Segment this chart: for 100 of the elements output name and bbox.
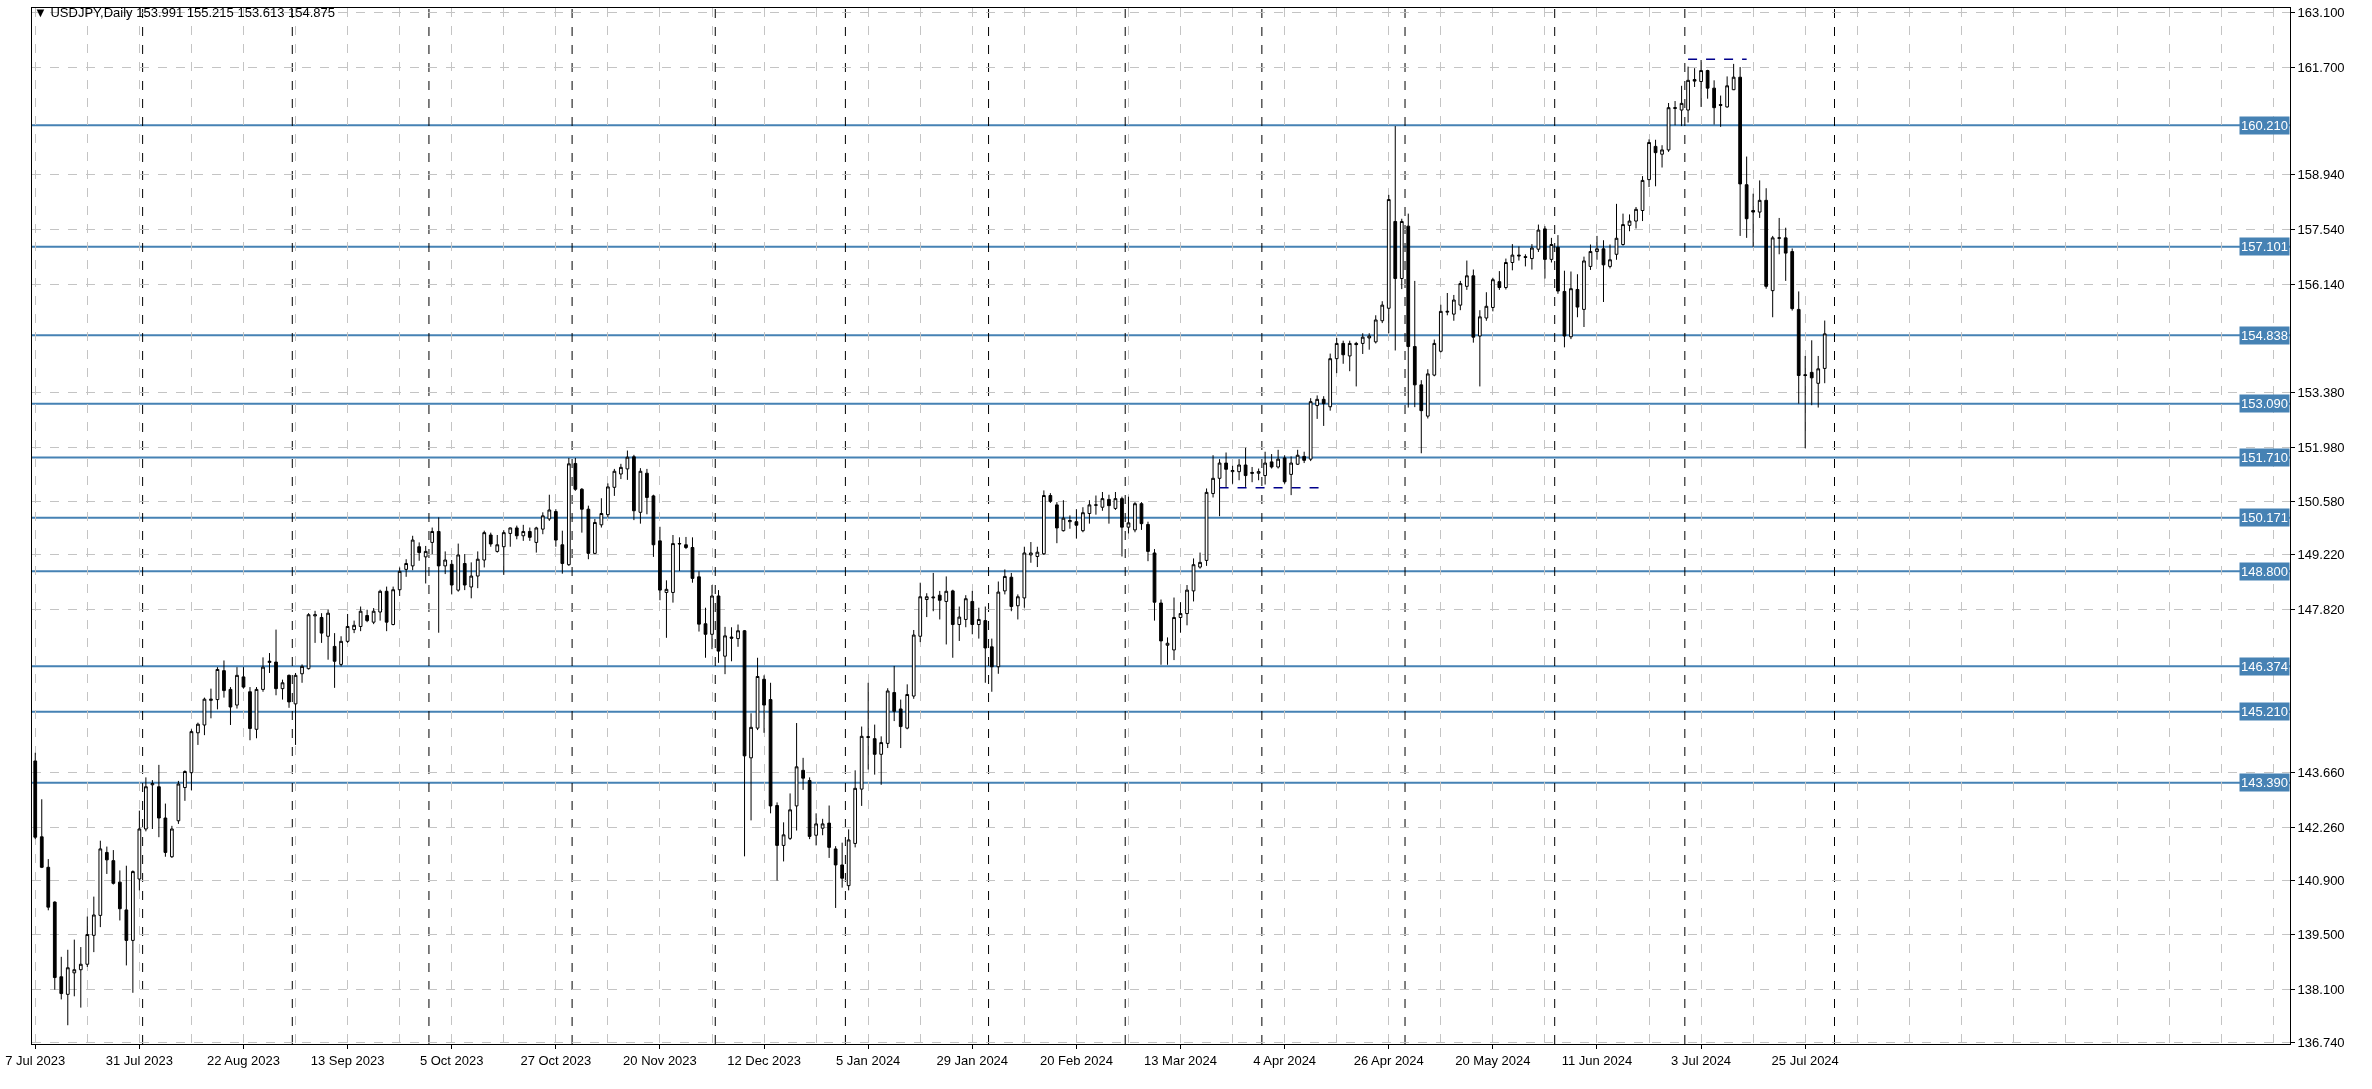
candlestick	[1536, 224, 1541, 253]
candlestick	[814, 812, 818, 846]
ref-line-label: 151.710	[2241, 450, 2288, 465]
y-tick-label: 151.980	[2297, 439, 2345, 455]
candlestick	[1777, 217, 1782, 255]
candlestick	[319, 612, 324, 644]
candlestick	[1015, 593, 1020, 620]
candlestick	[1725, 75, 1729, 109]
candlestick	[742, 629, 747, 857]
candlestick	[957, 606, 962, 642]
candlestick	[931, 572, 936, 612]
x-tick-label: 11 Jun 2024	[1561, 1052, 1633, 1068]
candlestick	[326, 609, 330, 661]
candlestick	[1380, 300, 1385, 324]
candlestick	[1224, 452, 1228, 488]
candlestick	[456, 543, 461, 593]
x-tick-label: 29 Jan 2024	[936, 1052, 1009, 1068]
candlestick	[98, 840, 103, 928]
y-tick-label: 147.820	[2297, 602, 2345, 618]
candlestick	[501, 529, 506, 576]
candlestick	[1256, 468, 1261, 481]
candlestick	[306, 612, 311, 670]
candlestick	[117, 869, 122, 921]
ref-line-label: 153.090	[2241, 396, 2288, 411]
candlestick	[202, 697, 207, 736]
candlestick	[196, 722, 200, 746]
candlestick	[755, 657, 760, 731]
candlestick	[1165, 636, 1170, 666]
candlestick	[1347, 340, 1352, 372]
candlestick	[1126, 496, 1131, 534]
candlestick	[534, 526, 539, 554]
candlestick	[1146, 521, 1150, 562]
candlestick	[475, 550, 480, 589]
candlestick	[124, 865, 129, 966]
candlestick	[775, 801, 779, 882]
candlestick	[1237, 458, 1241, 481]
candlestick	[1198, 552, 1202, 570]
ref-line-label: 160.210	[2241, 118, 2288, 133]
candlestick	[1068, 514, 1072, 530]
candlestick	[801, 757, 805, 791]
candlestick	[176, 780, 181, 825]
x-tick-label: 31 Jul 2023	[105, 1052, 173, 1068]
candlestick	[794, 722, 799, 832]
y-tick-label: 153.380	[2297, 384, 2345, 400]
candlestick	[358, 606, 363, 632]
candlestick	[332, 632, 337, 689]
x-tick-label: 27 Oct 2023	[520, 1052, 592, 1068]
candlestick	[104, 846, 109, 875]
candlestick	[1809, 339, 1814, 406]
candlestick	[1575, 273, 1580, 318]
candlestick	[1816, 355, 1821, 409]
candlestick	[170, 825, 174, 859]
candlestick	[892, 665, 897, 722]
candlestick	[1334, 337, 1339, 374]
candlestick	[1113, 491, 1118, 511]
candlestick	[918, 582, 923, 643]
candlestick	[833, 845, 838, 909]
candlestick	[150, 779, 155, 830]
candlestick	[1699, 59, 1703, 108]
candlestick	[157, 764, 161, 838]
candlestick	[1107, 494, 1111, 525]
candlestick	[1002, 568, 1007, 595]
candlestick	[1159, 599, 1163, 666]
candlestick	[235, 666, 239, 710]
candlestick	[345, 613, 350, 644]
candlestick	[65, 949, 70, 1026]
candlestick	[612, 468, 617, 497]
x-tick-label: 20 Nov 2023	[623, 1052, 697, 1068]
x-tick-label: 12 Dec 2023	[727, 1052, 801, 1068]
candlestick	[1386, 194, 1391, 334]
y-tick-label: 142.260	[2297, 819, 2345, 835]
y-tick-label: 161.700	[2297, 59, 2345, 75]
candlestick	[1328, 353, 1333, 412]
candlestick	[1764, 187, 1769, 290]
candlestick	[462, 553, 467, 591]
candlestick	[1692, 67, 1697, 88]
candlestick	[1751, 193, 1756, 248]
candlestick	[1009, 572, 1014, 612]
candlestick	[1705, 69, 1710, 100]
candlestick	[521, 524, 526, 542]
candlestick	[449, 559, 454, 595]
candlestick	[1373, 314, 1378, 344]
candlestick	[547, 494, 552, 522]
candlestick	[436, 516, 441, 634]
candlestick	[1471, 269, 1476, 344]
candlestick	[1653, 139, 1658, 187]
candlestick	[228, 686, 233, 726]
candlestick	[579, 487, 584, 534]
candlestick	[599, 497, 604, 529]
candlestick	[1543, 225, 1547, 280]
candlestick	[1341, 340, 1346, 365]
y-tick-label: 139.500	[2297, 927, 2345, 943]
candlestick	[417, 541, 422, 562]
x-tick-label: 13 Sep 2023	[310, 1052, 385, 1068]
candlestick	[514, 525, 519, 540]
candlestick	[723, 626, 727, 675]
candlestick	[1204, 487, 1209, 567]
x-tick-label: 26 Apr 2024	[1353, 1052, 1424, 1068]
candlestick	[1783, 227, 1788, 282]
candlestick	[1028, 541, 1033, 564]
